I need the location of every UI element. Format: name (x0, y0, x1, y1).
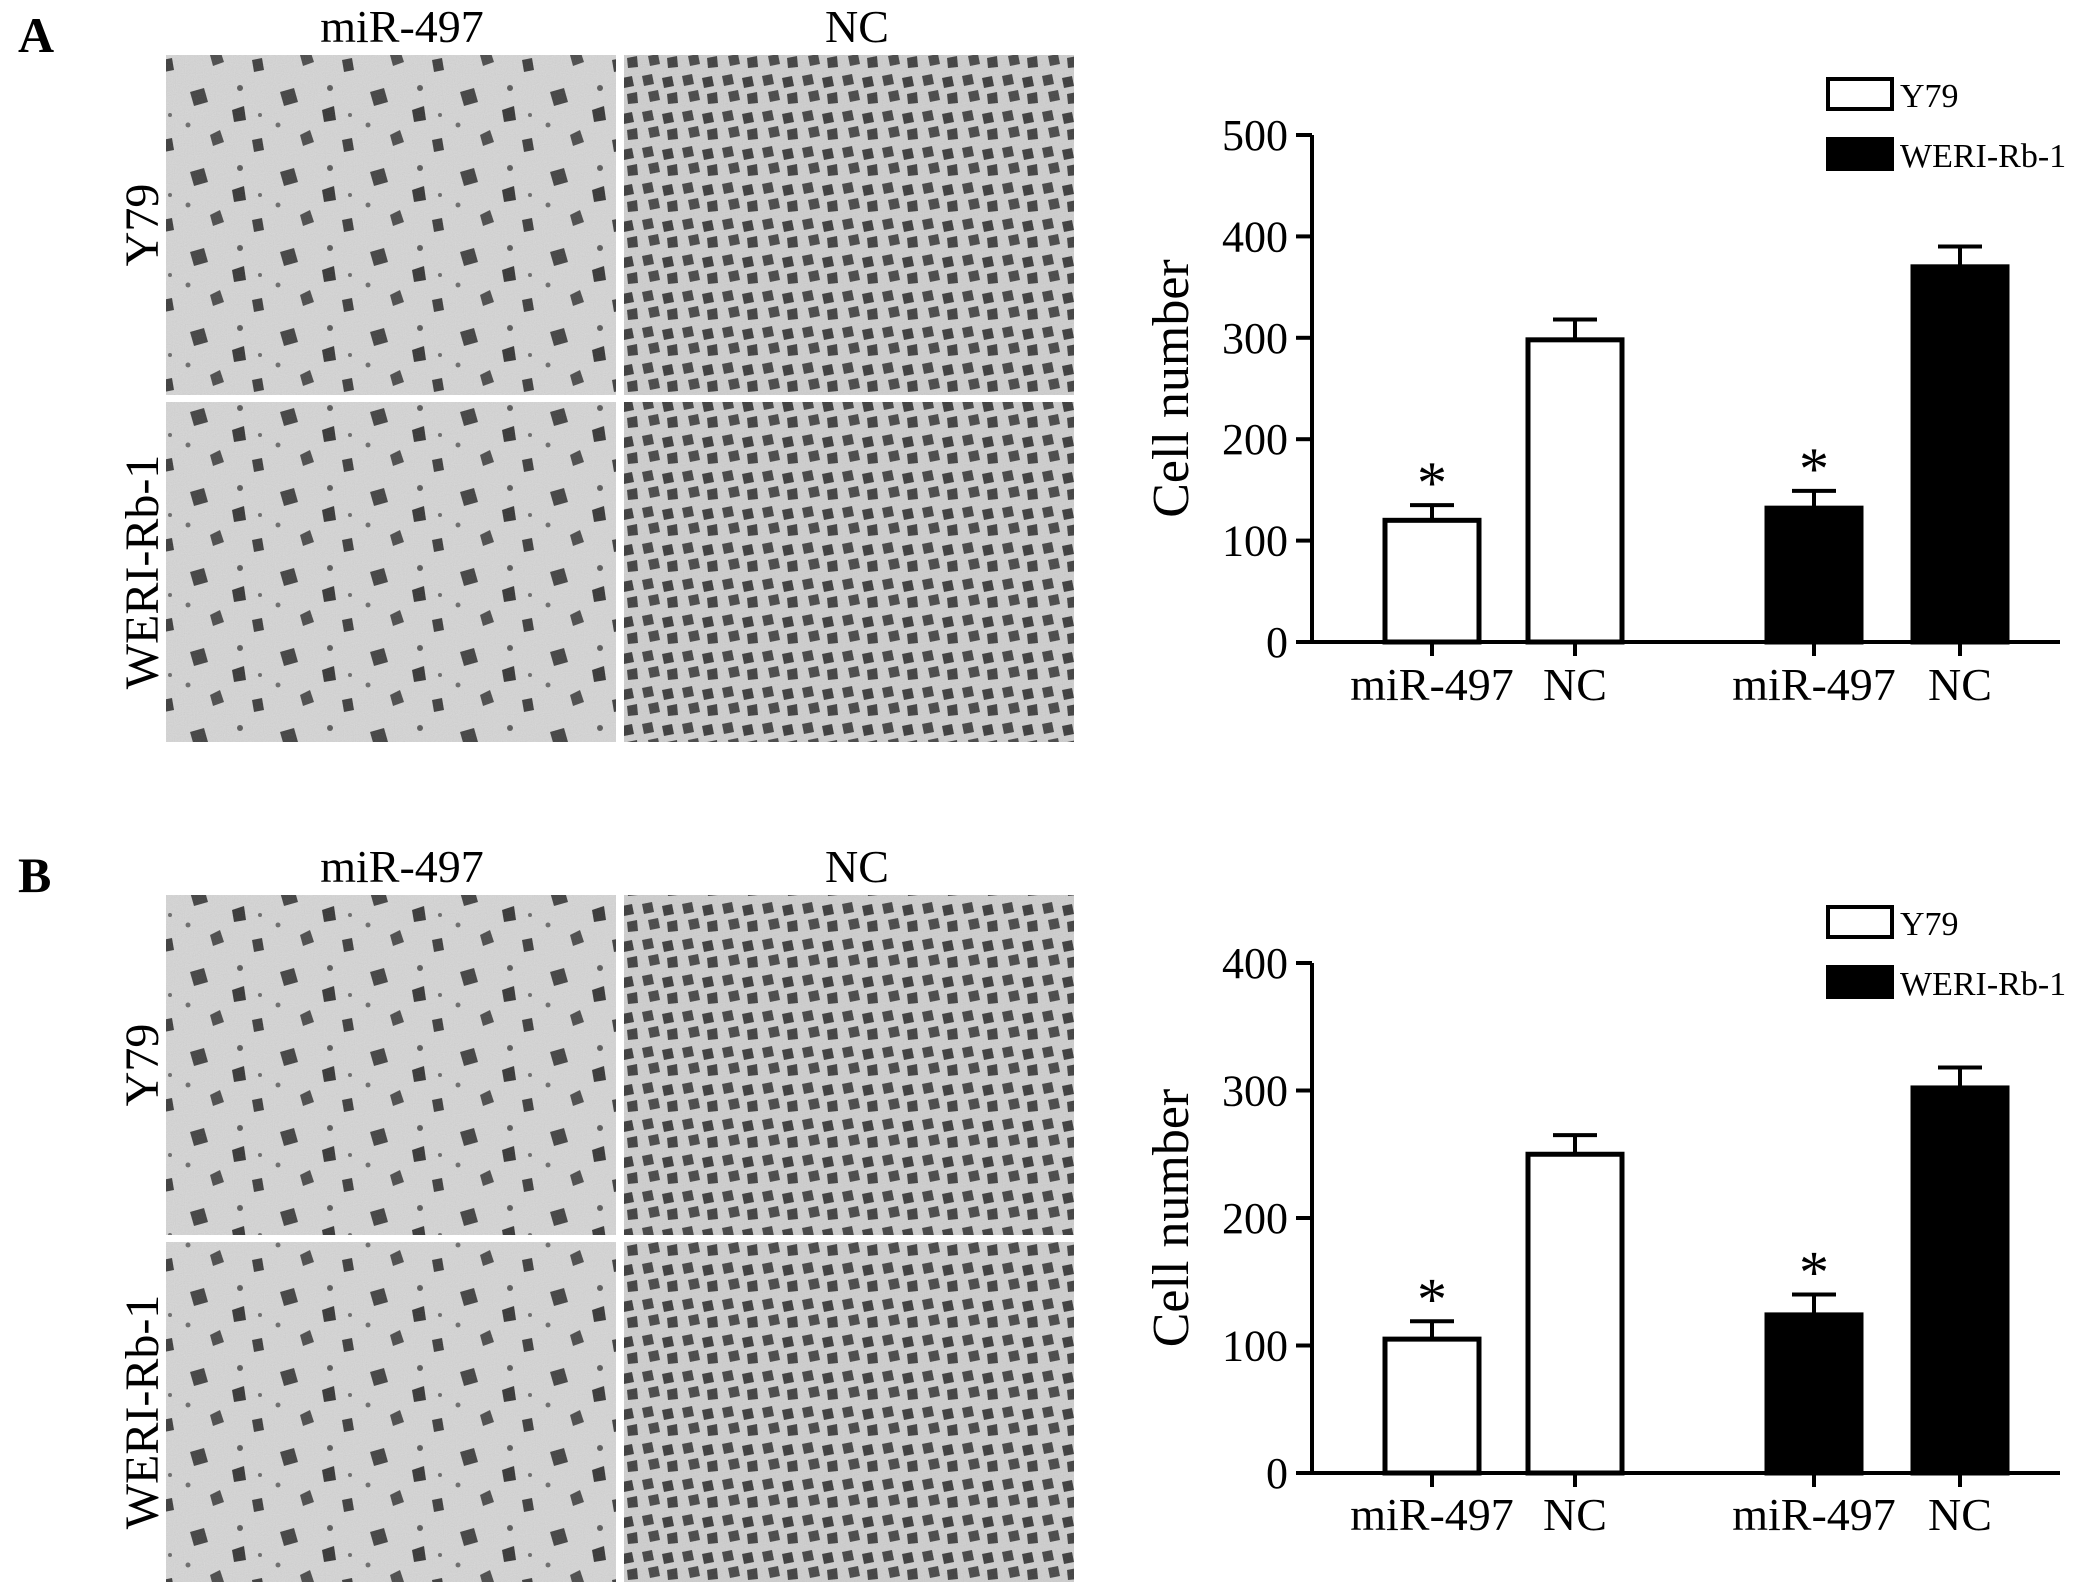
bar-chart-a: 0 100 200 300 400 500 Cell number miR-497 * NC miR… (1143, 77, 2066, 710)
y-tick-label: 400 (1222, 212, 1288, 261)
y-tick-label: 200 (1222, 415, 1288, 464)
y-tick-label: 100 (1222, 1322, 1288, 1371)
micrograph-image (624, 402, 1074, 742)
y-axis-label: Cell number (1143, 259, 1200, 518)
x-tick-label: miR-497 (1732, 659, 1896, 710)
significance-asterisk: * (1799, 436, 1829, 502)
panel-letter: B (18, 847, 51, 903)
x-tick-label: NC (1928, 659, 1992, 710)
bar-y79-mir-497 (1382, 1336, 1482, 1476)
y-tick-label: 500 (1222, 111, 1288, 160)
panel-letter: A (18, 7, 54, 63)
micrograph-image (624, 895, 1074, 1235)
x-tick-label: miR-497 (1732, 1489, 1896, 1540)
row-label: Y79 (116, 184, 169, 267)
legend-swatch (1826, 965, 1894, 999)
x-tick-label: NC (1543, 659, 1607, 710)
charts: 0 100 200 300 400 500 Cell number miR-497 * NC miR… (1143, 77, 2066, 1540)
row-label: WERI-Rb-1 (116, 1295, 169, 1530)
column-label: miR-497 (320, 841, 484, 892)
significance-asterisk: * (1799, 1240, 1829, 1306)
y-tick-label: 0 (1266, 1449, 1288, 1498)
row-label: WERI-Rb-1 (116, 455, 169, 690)
micrograph-texture (166, 895, 616, 1235)
row-label: Y79 (116, 1024, 169, 1107)
bar-weri-rb-1-nc (1910, 1085, 2010, 1476)
bar-weri-rb-1-mir-497 (1764, 1312, 1864, 1476)
legend-label: Y79 (1900, 906, 1959, 943)
legend: Y79 WERI-Rb-1 (1826, 77, 2066, 175)
micrograph-image (166, 402, 616, 742)
column-label: NC (825, 841, 889, 892)
bar-weri-rb-1-nc (1910, 264, 2010, 645)
legend-label: WERI-Rb-1 (1900, 138, 2066, 175)
micrograph-texture (166, 402, 616, 742)
x-tick-label: miR-497 (1350, 659, 1514, 710)
legend-label: WERI-Rb-1 (1900, 966, 2066, 1003)
micrograph-texture (624, 55, 1074, 395)
x-tick-label: NC (1928, 1489, 1992, 1540)
x-tick-label: miR-497 (1350, 1489, 1514, 1540)
y-tick-label: 300 (1222, 1067, 1288, 1116)
bar-weri-rb-1-mir-497 (1764, 505, 1864, 645)
micrograph-image (166, 895, 616, 1235)
micrograph-texture (624, 1242, 1074, 1582)
y-tick-label: 200 (1222, 1194, 1288, 1243)
bar-y79-nc (1525, 337, 1625, 645)
micrograph-texture (624, 895, 1074, 1235)
bar-y79-mir-497 (1382, 517, 1482, 645)
micrograph-texture (166, 1242, 616, 1582)
column-label: NC (825, 1, 889, 52)
legend: Y79 WERI-Rb-1 (1826, 905, 2066, 1003)
legend-swatch (1826, 137, 1894, 171)
micrograph-texture (166, 55, 616, 395)
micrograph-image (166, 1242, 616, 1582)
bar-y79-nc (1525, 1151, 1625, 1476)
significance-asterisk: * (1417, 1266, 1447, 1332)
significance-asterisk: * (1417, 450, 1447, 516)
y-axis-label: Cell number (1143, 1089, 1200, 1348)
y-tick-label: 100 (1222, 517, 1288, 566)
y-tick-label: 300 (1222, 314, 1288, 363)
legend-swatch (1826, 905, 1894, 939)
legend-swatch (1826, 77, 1894, 111)
micrograph-image (624, 1242, 1074, 1582)
micrograph-texture (624, 402, 1074, 742)
micrograph-image (166, 55, 616, 395)
bar-chart-b: 0 100 200 300 400 Cell number miR-497 * NC miR-49… (1143, 905, 2066, 1540)
y-tick-label: 400 (1222, 939, 1288, 988)
legend-label: Y79 (1900, 78, 1959, 115)
x-tick-label: NC (1543, 1489, 1607, 1540)
micrograph-image (624, 55, 1074, 395)
column-label: miR-497 (320, 1, 484, 52)
y-tick-label: 0 (1266, 618, 1288, 667)
